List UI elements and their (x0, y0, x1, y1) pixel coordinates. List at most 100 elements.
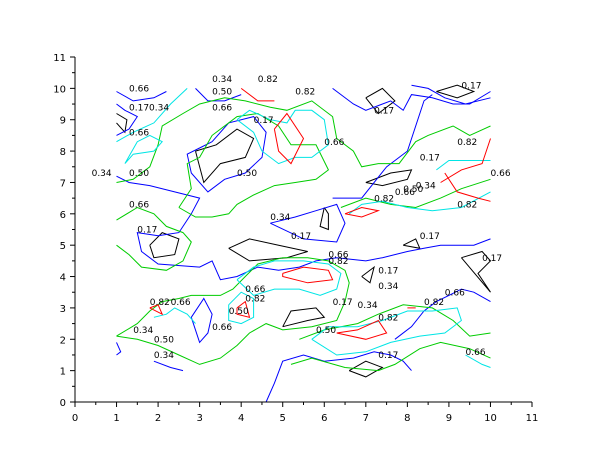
y-tick-label: 5 (60, 241, 66, 252)
contour-line-017-7 (228, 238, 308, 262)
y-tick-label: 11 (53, 53, 66, 64)
contour-line-082-45 (273, 112, 305, 165)
contour-label: 0.34 (212, 75, 232, 85)
contour-label: 0.82 (328, 257, 348, 267)
contour-label: 0.34 (154, 351, 174, 361)
contour-line-034-13 (116, 91, 167, 102)
contour-line-034-14 (195, 88, 242, 102)
contour-label: 0.17 (333, 298, 353, 308)
contour-label: 0.50 (129, 169, 149, 179)
contour-line-034-26 (153, 360, 184, 372)
contour-label: 0.170.34 (129, 103, 169, 113)
contour-line-066-38 (436, 160, 491, 171)
contour-line-066-39 (236, 260, 342, 296)
contour-line-050-29 (116, 206, 192, 271)
contour-line-034-22 (190, 297, 213, 344)
x-tick-label: 5 (280, 413, 286, 424)
contour-label: 0.17 (378, 351, 398, 361)
contour-line-034-20 (411, 84, 491, 105)
contour-line-017-11 (282, 307, 326, 328)
contour-line-082-50 (236, 300, 251, 318)
y-tick-label: 9 (60, 116, 66, 127)
contour-line-017-6 (149, 232, 180, 259)
contour-line-017-5 (319, 207, 329, 231)
contour-label: 0.66 (129, 201, 149, 211)
contour-label: 0.82 (295, 88, 315, 98)
contour-label: 0.34 (358, 301, 378, 311)
contour-label: 0.17 (374, 107, 394, 117)
contour-line-050-33 (290, 341, 491, 372)
contour-label: 0.66 (212, 103, 232, 113)
x-tick-label: 2 (155, 413, 161, 424)
contour-label: 0.17 (482, 254, 502, 264)
contour-lines (116, 84, 492, 403)
contour-line-082-52 (336, 319, 388, 340)
contour-label: 0.82 (374, 194, 394, 204)
x-tick-label: 1 (113, 413, 119, 424)
contour-line-017-3 (195, 128, 255, 184)
contour-line-066-40 (228, 291, 255, 325)
y-tick-label: 0 (60, 398, 66, 409)
contour-line-034-23 (116, 342, 122, 356)
x-tick-label: 11 (526, 413, 539, 424)
contour-line-082-46 (440, 138, 491, 183)
contour-label: 0.50 (316, 326, 336, 336)
contour-line-082-47 (444, 172, 491, 202)
contour-label: 0.17 (420, 232, 440, 242)
contour-label: 0.82 (245, 295, 265, 305)
contour-line-017-4 (365, 169, 413, 187)
contour-label: 0.66 (245, 285, 265, 295)
contour-label: 0.82 (424, 298, 444, 308)
contour-line-017-0 (436, 84, 476, 99)
contour-label: 0.82 (457, 138, 477, 148)
y-tick-label: 3 (60, 304, 66, 315)
contour-label: 0.17 (291, 232, 311, 242)
contour-label: 0.82 (457, 201, 477, 211)
contour-label: 0.66 (129, 128, 149, 138)
contour-label: 0.66 (324, 138, 344, 148)
x-ticks: 0 1 2 3 4 5 6 7 8 9 10 11 (72, 402, 539, 424)
contour-label: 0.66 (328, 251, 348, 261)
contour-line-034-16 (116, 103, 139, 136)
contour-line-082-49 (282, 266, 334, 284)
x-tick-label: 4 (238, 413, 244, 424)
y-tick-label: 1 (60, 367, 66, 378)
contour-line-017-10 (361, 265, 375, 284)
contour-label: 0.50 (403, 185, 423, 195)
contour-label: 0.66 (129, 85, 149, 95)
x-tick-label: 3 (196, 413, 202, 424)
contour-label: 0.17 (254, 116, 274, 126)
contour-label: 0.82 (150, 298, 170, 308)
contour-line-082-51 (149, 304, 164, 316)
contour-label: 0.50 (237, 169, 257, 179)
contour-line-050-28 (178, 112, 330, 218)
contour-line-066-35 (124, 134, 164, 164)
y-tick-label: 7 (60, 178, 66, 189)
contour-label: 0.34 (92, 169, 112, 179)
contour-line-066-41 (311, 307, 462, 356)
contour-label: 0.34 (378, 282, 398, 292)
contour-line-034-17 (116, 175, 491, 281)
x-tick-label: 7 (363, 413, 369, 424)
contour-label: 0.34 (270, 213, 290, 223)
contour-label: 0.50 (212, 88, 232, 98)
y-tick-label: 2 (60, 335, 66, 346)
contour-line-050-27 (116, 97, 491, 183)
contour-line-034-25 (394, 288, 491, 340)
contour-label: 0.66 (212, 323, 232, 333)
y-tick-label: 10 (53, 84, 66, 95)
contour-line-017-8 (402, 238, 421, 249)
contour-label: 0.66 (491, 169, 511, 179)
x-tick-label: 9 (446, 413, 452, 424)
contour-line-017-2 (116, 113, 128, 134)
x-tick-label: 8 (404, 413, 410, 424)
contour-label: 0.66 (395, 188, 415, 198)
contour-line-082-44 (240, 88, 275, 102)
y-tick-label: 8 (60, 147, 66, 158)
contour-label: 0.66 (171, 298, 191, 308)
x-tick-label: 6 (321, 413, 327, 424)
contour-label: 0.66 (445, 288, 465, 298)
